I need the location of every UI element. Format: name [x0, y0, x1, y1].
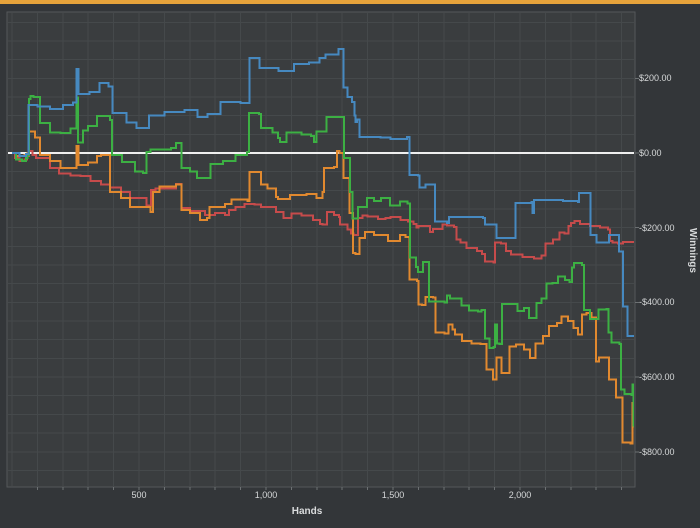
- x-axis-title: Hands: [291, 506, 323, 517]
- x-tick-label: 1,500: [381, 490, 405, 500]
- x-tick-label: 500: [131, 490, 147, 500]
- window-accent-bar: [0, 0, 700, 4]
- green-line: [12, 95, 634, 428]
- axis-ticks: [36, 77, 639, 490]
- y-tick-label: $0.00: [639, 148, 662, 158]
- y-tick-label: $200.00: [639, 73, 672, 84]
- y-axis-title: Winnings: [687, 228, 698, 273]
- y-tick-label: -$400.00: [639, 297, 675, 308]
- blue-line: [12, 48, 634, 337]
- y-tick-label: -$600.00: [639, 372, 675, 383]
- grid-lines: [8, 13, 634, 486]
- y-tick-label: -$200.00: [639, 222, 675, 233]
- orange-line: [12, 130, 634, 445]
- x-tick-label: 1,000: [254, 490, 278, 500]
- y-tick-label: -$800.00: [639, 446, 675, 457]
- x-tick-label: 2,000: [508, 490, 532, 500]
